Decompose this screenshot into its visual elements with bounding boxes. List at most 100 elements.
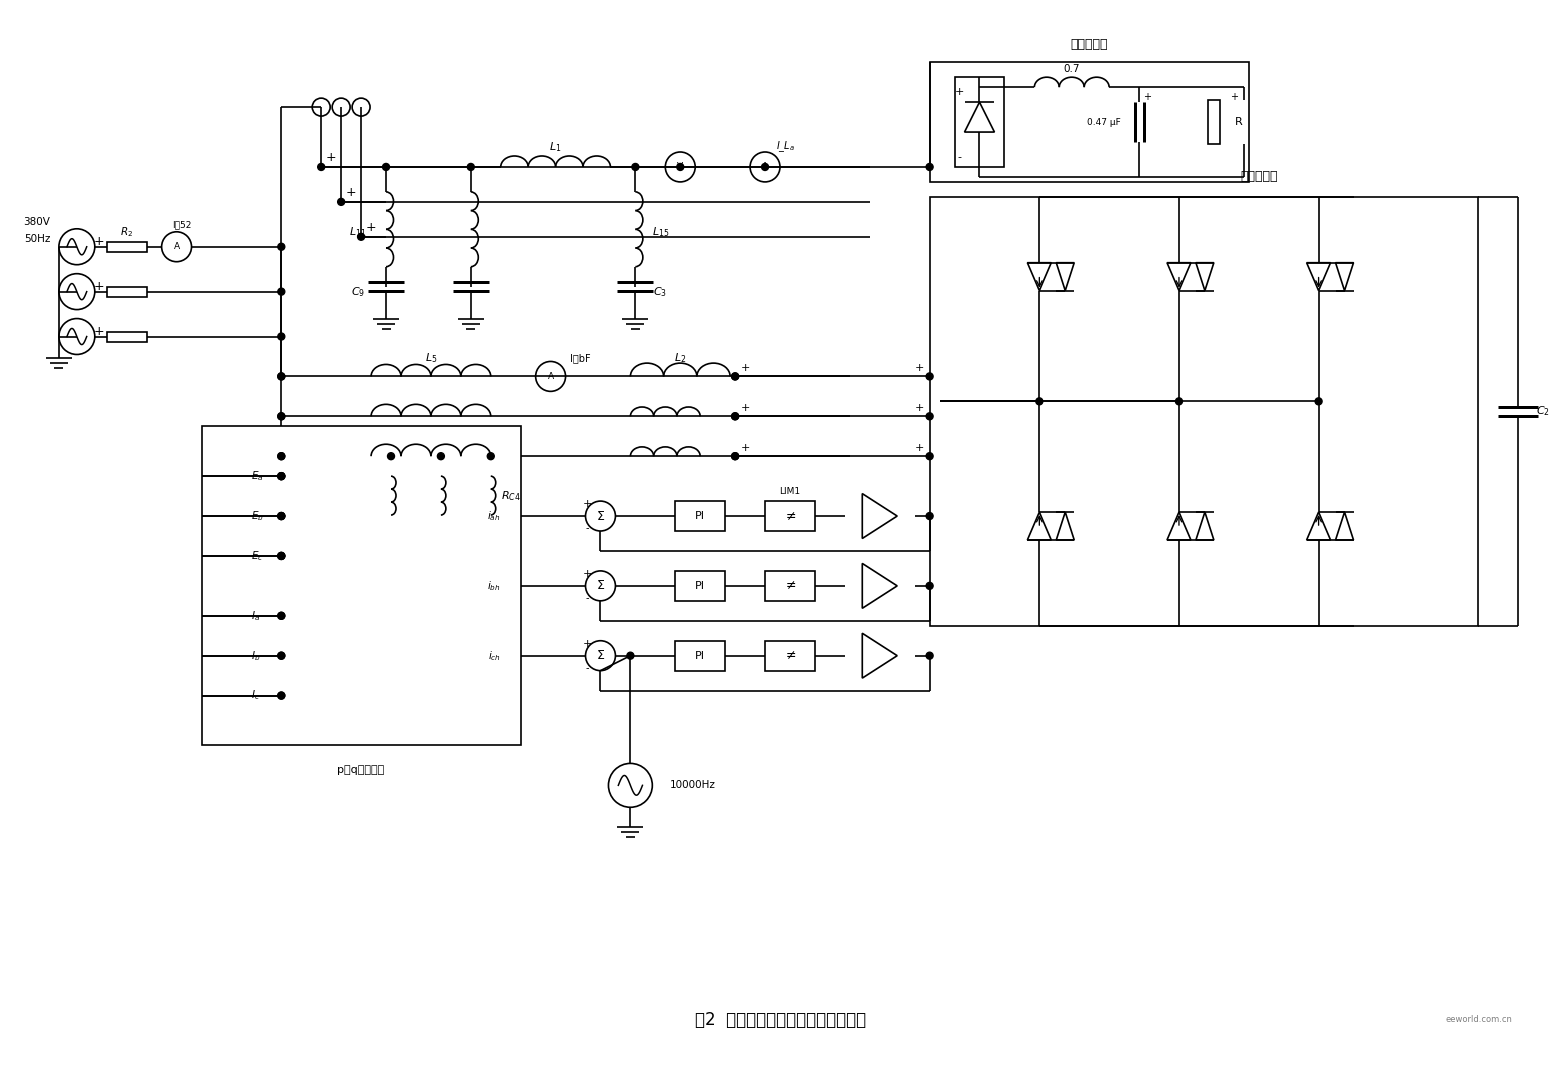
Text: +: +	[1230, 92, 1238, 102]
Text: $L_{15}$: $L_{15}$	[651, 225, 670, 239]
Text: $I_a$: $I_a$	[251, 609, 261, 623]
Text: -: -	[585, 593, 588, 603]
Text: +: +	[915, 443, 924, 453]
Circle shape	[278, 513, 284, 519]
Circle shape	[278, 652, 284, 659]
Text: A: A	[173, 242, 180, 252]
Bar	[201, 426, 521, 745]
Text: $E_a$: $E_a$	[251, 469, 264, 483]
Circle shape	[278, 413, 284, 420]
Text: -: -	[957, 152, 962, 162]
Circle shape	[278, 612, 284, 619]
Text: +: +	[740, 443, 749, 453]
Text: $I_c$: $I_c$	[251, 689, 261, 702]
Circle shape	[278, 413, 284, 420]
Circle shape	[387, 453, 395, 459]
Text: $\Sigma$: $\Sigma$	[596, 510, 606, 522]
Text: PI: PI	[695, 581, 706, 591]
Text: $E_b$: $E_b$	[251, 510, 264, 523]
Bar	[106, 332, 147, 341]
Text: $i_{bh}$: $i_{bh}$	[487, 579, 501, 593]
Text: $L_2$: $L_2$	[674, 352, 687, 366]
Text: $\neq$: $\neq$	[784, 510, 796, 522]
Text: PI: PI	[695, 650, 706, 661]
Circle shape	[278, 472, 284, 480]
Circle shape	[278, 513, 284, 519]
Circle shape	[318, 163, 325, 171]
Circle shape	[732, 453, 738, 459]
Text: +: +	[955, 87, 965, 97]
Text: p、q运算模块: p、q运算模块	[337, 765, 384, 775]
Bar	[676, 571, 726, 601]
Circle shape	[337, 198, 345, 206]
Circle shape	[278, 612, 284, 619]
Text: +: +	[94, 236, 105, 248]
Text: -: -	[585, 663, 588, 673]
Bar	[1208, 100, 1219, 144]
Circle shape	[926, 453, 933, 459]
Circle shape	[278, 692, 284, 699]
Circle shape	[1175, 398, 1182, 405]
Text: $i_{ch}$: $i_{ch}$	[487, 649, 501, 663]
Bar	[106, 287, 147, 296]
Bar	[954, 77, 1004, 167]
Text: $\neq$: $\neq$	[784, 579, 796, 593]
Text: $L_5$: $L_5$	[425, 352, 437, 366]
Circle shape	[278, 692, 284, 699]
Text: A: A	[762, 162, 768, 172]
Circle shape	[357, 233, 365, 240]
Circle shape	[487, 453, 495, 459]
Text: 有源滤波器: 有源滤波器	[1239, 171, 1277, 183]
Text: +: +	[347, 187, 356, 199]
Circle shape	[278, 243, 284, 251]
Circle shape	[926, 652, 933, 659]
Circle shape	[437, 453, 445, 459]
Text: +: +	[326, 151, 337, 164]
Circle shape	[278, 288, 284, 295]
Circle shape	[278, 652, 284, 659]
Circle shape	[278, 453, 284, 459]
Circle shape	[732, 413, 738, 420]
Text: A: A	[548, 372, 554, 381]
Text: LIM1: LIM1	[779, 486, 801, 496]
Circle shape	[632, 163, 638, 171]
Circle shape	[278, 333, 284, 340]
Text: $\Sigma$: $\Sigma$	[596, 579, 606, 593]
Text: 无线性负载: 无线性负载	[1071, 37, 1108, 51]
Text: I﹏bF: I﹏bF	[570, 354, 590, 364]
Bar	[930, 62, 1249, 182]
Circle shape	[278, 513, 284, 519]
Bar	[765, 571, 815, 601]
Circle shape	[467, 163, 475, 171]
Circle shape	[1037, 398, 1043, 405]
Circle shape	[762, 163, 768, 171]
Circle shape	[926, 513, 933, 519]
Bar	[930, 197, 1478, 626]
Text: +: +	[915, 403, 924, 414]
Bar	[106, 242, 147, 252]
Text: PI: PI	[695, 511, 706, 521]
Circle shape	[1314, 398, 1322, 405]
Text: $i_{ah}$: $i_{ah}$	[487, 510, 501, 523]
Text: 图2  混合型有源电力滤波器电路结构: 图2 混合型有源电力滤波器电路结构	[695, 1011, 866, 1029]
Circle shape	[628, 652, 634, 659]
Text: 50Hz: 50Hz	[23, 233, 50, 244]
Text: $C_3$: $C_3$	[654, 285, 667, 298]
Circle shape	[732, 373, 738, 379]
Text: +: +	[582, 569, 592, 579]
Circle shape	[732, 373, 738, 379]
Text: $C_9$: $C_9$	[351, 285, 365, 298]
Circle shape	[926, 373, 933, 379]
Text: 10000Hz: 10000Hz	[670, 780, 716, 790]
Circle shape	[278, 373, 284, 379]
Circle shape	[278, 552, 284, 560]
Bar	[765, 501, 815, 531]
Text: $\neq$: $\neq$	[784, 649, 796, 662]
Text: $I_b$: $I_b$	[251, 649, 261, 663]
Text: I﹏52: I﹏52	[172, 221, 192, 229]
Text: $E_c$: $E_c$	[251, 549, 264, 563]
Text: 0.47 μF: 0.47 μF	[1088, 117, 1121, 127]
Circle shape	[278, 453, 284, 459]
Text: $R_{C4}$: $R_{C4}$	[501, 489, 520, 503]
Text: V: V	[677, 162, 684, 172]
